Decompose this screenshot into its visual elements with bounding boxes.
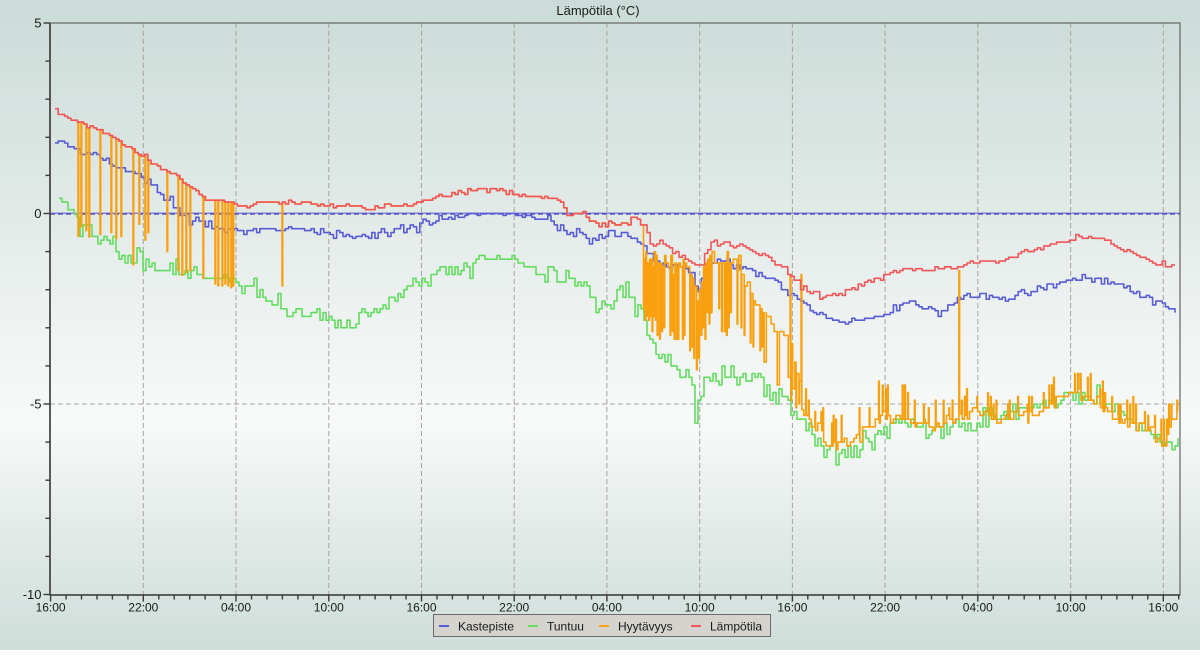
svg-text:22:00: 22:00: [499, 601, 529, 615]
svg-text:-10: -10: [23, 587, 42, 602]
svg-text:10:00: 10:00: [314, 601, 344, 615]
svg-text:10:00: 10:00: [1056, 601, 1086, 615]
svg-text:16:00: 16:00: [1148, 601, 1178, 615]
svg-text:04:00: 04:00: [592, 601, 622, 615]
svg-text:-5: -5: [30, 397, 42, 412]
svg-text:22:00: 22:00: [870, 601, 900, 615]
svg-text:Tuntuu: Tuntuu: [547, 620, 584, 634]
svg-text:Kastepiste: Kastepiste: [458, 620, 514, 634]
svg-text:16:00: 16:00: [777, 601, 807, 615]
svg-text:Hyytävyys: Hyytävyys: [618, 620, 673, 634]
svg-text:Lämpötila (°C): Lämpötila (°C): [556, 3, 639, 18]
svg-text:0: 0: [34, 206, 41, 221]
svg-text:5: 5: [34, 16, 41, 31]
svg-text:16:00: 16:00: [406, 601, 436, 615]
svg-text:10:00: 10:00: [685, 601, 715, 615]
svg-text:22:00: 22:00: [128, 601, 158, 615]
svg-text:16:00: 16:00: [36, 601, 66, 615]
svg-text:Lämpötila: Lämpötila: [710, 620, 762, 634]
svg-text:04:00: 04:00: [963, 601, 993, 615]
svg-text:04:00: 04:00: [221, 601, 251, 615]
